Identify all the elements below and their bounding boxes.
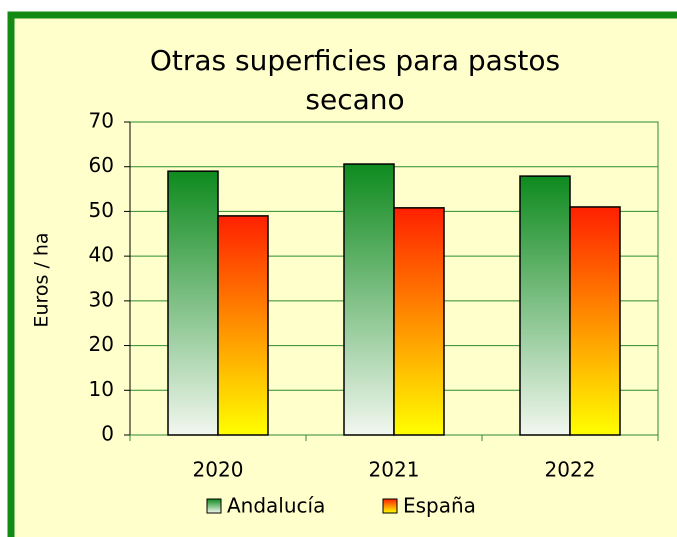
bar xyxy=(519,175,571,436)
x-tick-label: 2022 xyxy=(545,458,596,482)
bar xyxy=(343,163,395,436)
y-tick-label: 10 xyxy=(89,377,114,401)
y-tick-label: 20 xyxy=(89,332,114,356)
bar xyxy=(393,207,445,436)
legend-swatch xyxy=(206,498,222,514)
bar xyxy=(569,206,621,436)
x-tick-label: 2020 xyxy=(193,458,244,482)
y-tick-label: 30 xyxy=(89,287,114,311)
chart-title: Otras superficies para pastos xyxy=(150,44,560,77)
chart-title: secano xyxy=(305,83,404,116)
legend-label: España xyxy=(403,494,476,518)
bar xyxy=(167,170,219,436)
legend-swatch xyxy=(382,498,398,514)
bar xyxy=(217,215,269,436)
y-tick-label: 0 xyxy=(101,422,114,446)
y-tick-label: 40 xyxy=(89,243,114,267)
y-tick-label: 50 xyxy=(89,198,114,222)
y-axis-label: Euros / ha xyxy=(31,232,53,327)
y-tick-label: 60 xyxy=(89,153,114,177)
legend-label: Andalucía xyxy=(227,494,325,518)
y-tick-label: 70 xyxy=(89,109,114,133)
x-tick-label: 2021 xyxy=(369,458,420,482)
